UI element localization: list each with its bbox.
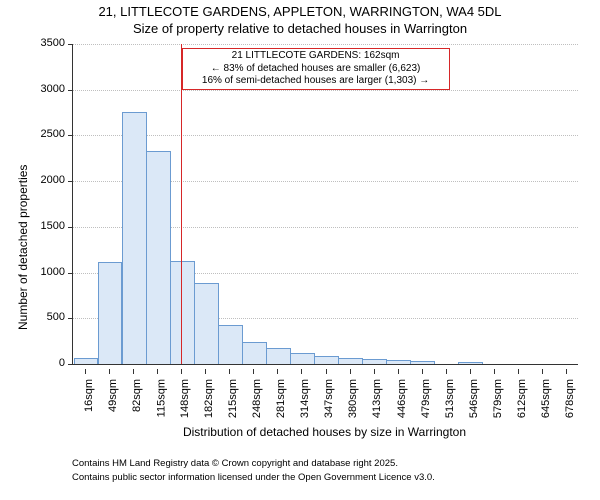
annotation-line2: ← 83% of detached houses are smaller (6,… [185,63,447,76]
histogram-bar [338,358,363,364]
x-tick-label: 546sqm [468,379,480,418]
x-tick-label: 513sqm [444,379,456,418]
x-tick-label: 380sqm [348,379,360,418]
chart-container: 21, LITTLECOTE GARDENS, APPLETON, WARRIN… [0,0,600,500]
x-tick-label: 479sqm [420,379,432,418]
y-tick-label: 500 [47,311,65,323]
x-tick-label: 82sqm [131,379,143,412]
y-tick-label: 1500 [41,220,65,232]
x-axis-label: Distribution of detached houses by size … [72,425,577,439]
histogram-bar [170,261,195,364]
histogram-bar [362,359,387,364]
footer-line2: Contains public sector information licen… [72,472,435,483]
histogram-bar [410,361,435,364]
property-marker-line [181,44,182,364]
histogram-bar [314,356,339,364]
x-tick-label: 413sqm [372,379,384,418]
x-tick-label: 347sqm [324,379,336,418]
y-axis-label: Number of detached properties [16,165,30,330]
x-tick-label: 446sqm [396,379,408,418]
y-tick-label: 2000 [41,174,65,186]
x-tick-label: 579sqm [492,379,504,418]
y-tick-label: 3000 [41,83,65,95]
chart-title-line1: 21, LITTLECOTE GARDENS, APPLETON, WARRIN… [0,4,600,19]
x-tick-label: 49sqm [107,379,119,412]
annotation-line1: 21 LITTLECOTE GARDENS: 162sqm [185,50,447,63]
histogram-bar [194,283,219,364]
x-tick-label: 148sqm [179,379,191,418]
annotation-line3: 16% of semi-detached houses are larger (… [185,75,447,88]
x-tick-label: 16sqm [83,379,95,412]
x-tick-label: 115sqm [155,379,167,417]
footer-line1: Contains HM Land Registry data © Crown c… [72,458,398,469]
histogram-bar [74,358,99,364]
y-tick-label: 0 [59,357,65,369]
x-tick-label: 182sqm [203,379,215,418]
histogram-bar [242,342,267,364]
histogram-bar [290,353,315,364]
x-tick-label: 215sqm [227,379,239,418]
chart-title-line2: Size of property relative to detached ho… [0,21,600,36]
histogram-bar [266,348,291,364]
x-tick-label: 612sqm [516,379,528,418]
y-tick-label: 2500 [41,128,65,140]
histogram-bar [122,112,147,364]
y-tick-label: 3500 [41,37,65,49]
gridline [73,135,578,136]
histogram-bar [98,262,123,364]
y-tick-label: 1000 [41,266,65,278]
x-tick-label: 248sqm [251,379,263,418]
x-tick-label: 645sqm [540,379,552,418]
histogram-bar [458,362,483,364]
histogram-bar [146,151,171,364]
x-tick-label: 314sqm [299,379,311,418]
histogram-bar [386,360,411,364]
annotation-box: 21 LITTLECOTE GARDENS: 162sqm← 83% of de… [182,48,450,90]
histogram-bar [218,325,243,364]
plot-area: 050010001500200025003000350016sqm49sqm82… [72,44,578,365]
x-tick-label: 678sqm [564,379,576,418]
gridline [73,44,578,45]
x-tick-label: 281sqm [275,379,287,418]
